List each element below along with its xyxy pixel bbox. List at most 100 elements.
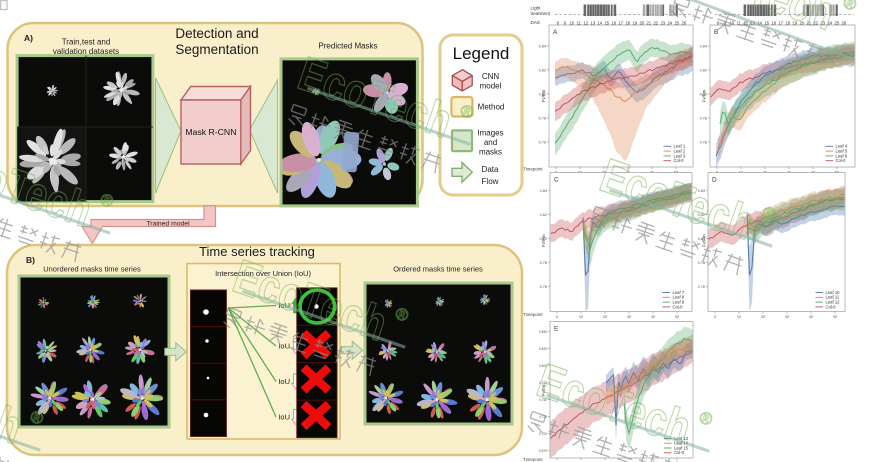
svg-text:11: 11 (737, 21, 742, 26)
svg-text:Leaf 12: Leaf 12 (826, 300, 841, 305)
svg-text:E: E (554, 326, 559, 333)
svg-text:9: 9 (564, 21, 567, 26)
svg-text:Train,test and: Train,test and (62, 38, 111, 47)
svg-text:21: 21 (646, 21, 651, 26)
svg-text:30: 30 (627, 315, 631, 319)
svg-text:0.78: 0.78 (700, 116, 707, 120)
svg-text:13: 13 (590, 21, 595, 26)
svg-text:12: 12 (583, 21, 588, 26)
svg-text:masks: masks (479, 148, 502, 157)
svg-text:16: 16 (611, 21, 616, 26)
svg-text:0.76: 0.76 (700, 140, 707, 144)
svg-text:0: 0 (714, 315, 716, 319)
svg-text:0.80: 0.80 (540, 237, 547, 241)
svg-text:20: 20 (603, 315, 607, 319)
svg-text:10: 10 (579, 315, 583, 319)
svg-text:Segmentation: Segmentation (175, 42, 258, 57)
svg-text:A: A (553, 29, 558, 36)
svg-text:12: 12 (743, 21, 748, 26)
svg-text:Timepoint: Timepoint (523, 312, 543, 317)
svg-text:Leaf 11: Leaf 11 (826, 295, 840, 300)
svg-text:0.78: 0.78 (539, 116, 546, 120)
svg-text:model: model (480, 82, 502, 91)
svg-text:Fv/Fm: Fv/Fm (541, 234, 546, 247)
svg-text:10: 10 (569, 21, 574, 26)
svg-text:22: 22 (653, 21, 658, 26)
svg-text:0.700: 0.700 (539, 432, 547, 436)
svg-text:50: 50 (675, 315, 679, 319)
svg-text:24: 24 (667, 21, 672, 26)
svg-text:IoU: IoU (278, 342, 290, 351)
svg-text:Leaf 4: Leaf 4 (836, 144, 848, 149)
svg-text:30: 30 (785, 315, 789, 319)
svg-text:treatment: treatment (531, 11, 551, 16)
svg-text:0.84: 0.84 (700, 44, 707, 48)
svg-text:0.78: 0.78 (540, 261, 547, 265)
svg-text:20: 20 (761, 315, 765, 319)
svg-text:Leaf 9: Leaf 9 (673, 300, 685, 305)
svg-text:Col-0: Col-0 (836, 158, 847, 163)
svg-text:0.825: 0.825 (539, 347, 547, 351)
svg-text:26: 26 (841, 21, 846, 26)
svg-text:50: 50 (833, 315, 837, 319)
svg-text:0: 0 (556, 315, 558, 319)
svg-text:Flow: Flow (482, 177, 499, 186)
svg-text:Ordered masks time series: Ordered masks time series (393, 265, 483, 274)
svg-text:Time series tracking: Time series tracking (199, 244, 315, 259)
svg-text:A): A) (24, 33, 33, 43)
svg-text:CNN: CNN (482, 72, 500, 81)
svg-text:B: B (714, 29, 718, 36)
svg-text:Fv/Fm: Fv/Fm (541, 89, 546, 102)
svg-text:10: 10 (729, 21, 734, 26)
svg-text:Unordered masks time series: Unordered masks time series (43, 265, 141, 274)
svg-text:Data: Data (482, 165, 499, 174)
svg-text:8: 8 (557, 21, 560, 26)
svg-text:25: 25 (834, 21, 839, 26)
svg-text:23: 23 (660, 21, 665, 26)
svg-text:validation datasets: validation datasets (53, 47, 119, 56)
svg-text:Light: Light (531, 6, 542, 11)
svg-text:C: C (554, 177, 559, 184)
svg-text:Leaf 5: Leaf 5 (836, 149, 848, 154)
svg-text:DAS: DAS (531, 20, 540, 25)
svg-text:D: D (712, 177, 717, 184)
svg-text:18: 18 (625, 21, 630, 26)
svg-text:Timepoint: Timepoint (523, 166, 543, 171)
svg-text:20: 20 (639, 21, 644, 26)
svg-text:Trained model: Trained model (146, 220, 190, 227)
svg-text:0.82: 0.82 (540, 213, 547, 217)
svg-text:Col-0: Col-0 (673, 304, 684, 309)
svg-text:Fv/Fm: Fv/Fm (702, 89, 707, 102)
svg-text:and: and (484, 138, 497, 147)
svg-text:Leaf 7: Leaf 7 (673, 290, 685, 295)
svg-text:Fv/Fm: Fv/Fm (702, 234, 707, 247)
svg-text:0.76: 0.76 (540, 285, 547, 289)
svg-text:40: 40 (651, 315, 655, 319)
svg-text:Leaf 6: Leaf 6 (836, 153, 848, 158)
svg-text:11: 11 (577, 21, 582, 26)
svg-text:26: 26 (681, 21, 686, 26)
svg-text:Leaf 10: Leaf 10 (826, 290, 841, 295)
svg-text:Leaf 3: Leaf 3 (674, 153, 686, 158)
svg-text:0.80: 0.80 (698, 237, 705, 241)
svg-text:0.675: 0.675 (539, 449, 547, 453)
svg-text:Images: Images (477, 129, 503, 138)
svg-text:17: 17 (618, 21, 623, 26)
svg-text:Timepoint: Timepoint (523, 457, 543, 462)
svg-text:0.725: 0.725 (539, 415, 547, 419)
svg-text:0.82: 0.82 (539, 68, 546, 72)
svg-text:0.78: 0.78 (698, 261, 705, 265)
svg-text:40: 40 (809, 315, 813, 319)
svg-text:0.80: 0.80 (539, 92, 546, 96)
svg-text:IoU: IoU (278, 377, 290, 386)
svg-text:14: 14 (597, 21, 602, 26)
svg-text:IoU: IoU (278, 413, 290, 422)
svg-text:8: 8 (717, 21, 720, 26)
svg-text:15: 15 (764, 21, 769, 26)
svg-text:10: 10 (737, 315, 741, 319)
svg-text:14: 14 (757, 21, 762, 26)
svg-text:0.84: 0.84 (540, 189, 547, 193)
svg-text:Leaf 8: Leaf 8 (673, 295, 685, 300)
svg-text:Detection and: Detection and (175, 26, 258, 41)
svg-text:Col-0: Col-0 (826, 304, 837, 309)
